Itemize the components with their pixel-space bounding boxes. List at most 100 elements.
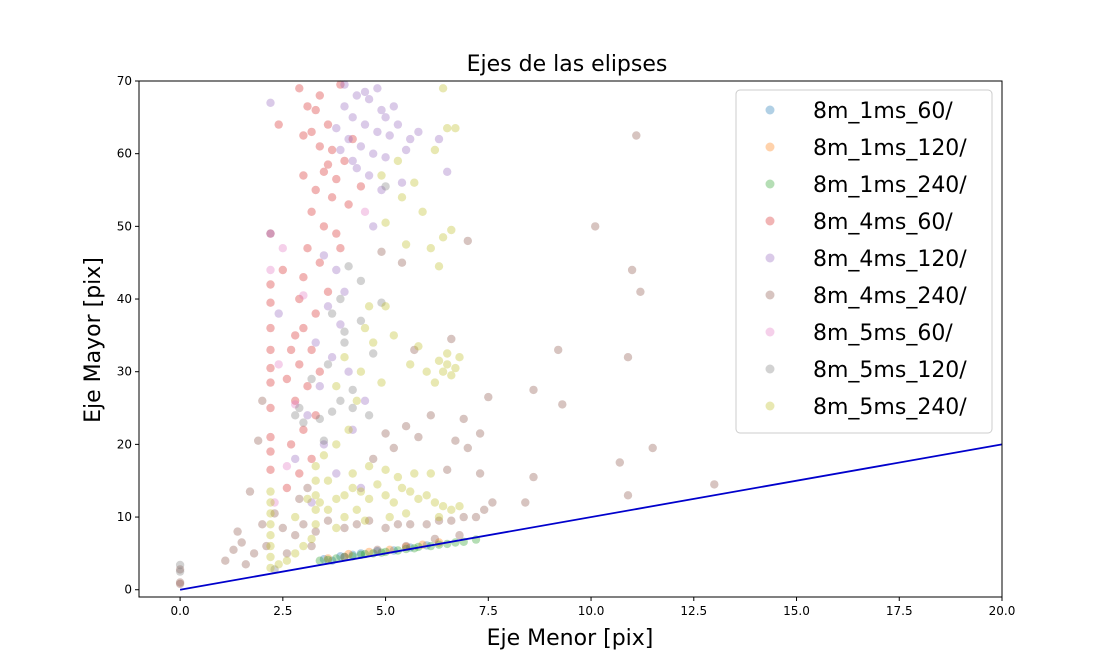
data-point bbox=[319, 222, 329, 231]
y-tick-label: 60 bbox=[117, 147, 132, 161]
data-point bbox=[311, 185, 320, 195]
data-point bbox=[369, 149, 378, 158]
data-point bbox=[245, 487, 255, 496]
data-point bbox=[447, 505, 456, 514]
data-point bbox=[311, 520, 320, 529]
data-point bbox=[307, 345, 316, 355]
data-point bbox=[299, 425, 308, 434]
data-point bbox=[381, 465, 390, 474]
data-point bbox=[401, 422, 411, 431]
data-point bbox=[348, 156, 357, 166]
x-tick-label: 17.5 bbox=[886, 604, 913, 618]
data-point bbox=[266, 280, 275, 289]
data-point bbox=[270, 498, 279, 507]
data-point bbox=[364, 95, 374, 104]
data-point bbox=[336, 396, 345, 405]
data-point bbox=[344, 262, 353, 271]
data-point bbox=[364, 547, 374, 557]
data-point bbox=[340, 512, 349, 522]
data-point bbox=[356, 483, 366, 493]
legend-label: 8m_5ms_60/ bbox=[813, 321, 953, 346]
data-point bbox=[373, 480, 382, 489]
data-point bbox=[377, 105, 386, 115]
data-point bbox=[303, 483, 312, 493]
data-point bbox=[480, 505, 489, 514]
data-point bbox=[307, 541, 316, 551]
data-point bbox=[348, 425, 357, 434]
x-tick-label: 0.0 bbox=[171, 604, 190, 618]
legend-marker bbox=[765, 401, 775, 411]
data-point bbox=[377, 378, 386, 387]
data-point bbox=[475, 429, 485, 438]
data-point bbox=[315, 414, 324, 424]
chart-title: Ejes de las elipses bbox=[467, 52, 668, 77]
data-point bbox=[352, 164, 361, 173]
data-point bbox=[434, 134, 444, 144]
data-point bbox=[311, 105, 320, 115]
data-point bbox=[258, 520, 267, 529]
data-point bbox=[266, 447, 275, 456]
data-point bbox=[521, 498, 530, 507]
data-point bbox=[319, 251, 329, 260]
data-point bbox=[352, 91, 361, 100]
data-point bbox=[282, 556, 292, 565]
data-point bbox=[266, 432, 275, 442]
data-point bbox=[340, 156, 349, 166]
data-point bbox=[364, 494, 374, 504]
legend-items: 8m_1ms_60/8m_1ms_120/8m_1ms_240/8m_4ms_6… bbox=[765, 99, 967, 420]
data-point bbox=[360, 396, 370, 405]
legend-label: 8m_5ms_240/ bbox=[813, 395, 967, 420]
data-point bbox=[381, 182, 390, 191]
data-point bbox=[430, 498, 440, 507]
data-point bbox=[311, 462, 320, 471]
legend-label: 8m_4ms_240/ bbox=[813, 284, 967, 309]
data-point bbox=[438, 233, 448, 242]
data-point bbox=[299, 323, 308, 333]
data-point bbox=[627, 265, 637, 275]
data-point bbox=[274, 560, 283, 569]
data-point bbox=[344, 425, 353, 434]
x-tick-label: 10.0 bbox=[578, 604, 605, 618]
data-point bbox=[291, 549, 300, 558]
data-point bbox=[266, 487, 275, 496]
data-point bbox=[356, 549, 366, 558]
data-point bbox=[291, 400, 300, 409]
data-point bbox=[266, 363, 275, 373]
data-point bbox=[307, 207, 316, 216]
data-point bbox=[323, 287, 333, 296]
data-point bbox=[710, 480, 719, 489]
data-point bbox=[266, 498, 275, 507]
data-point bbox=[311, 411, 320, 420]
data-point bbox=[369, 222, 378, 231]
data-point bbox=[447, 334, 456, 344]
data-point bbox=[282, 374, 292, 384]
data-point bbox=[348, 113, 357, 122]
data-point bbox=[377, 185, 386, 195]
data-point bbox=[352, 396, 361, 405]
data-point bbox=[385, 131, 394, 140]
data-point bbox=[327, 193, 337, 202]
data-point bbox=[323, 160, 333, 169]
legend-label: 8m_4ms_60/ bbox=[813, 210, 953, 235]
data-point bbox=[299, 520, 308, 529]
data-point bbox=[241, 560, 250, 569]
data-point bbox=[340, 287, 349, 296]
data-point bbox=[319, 451, 329, 460]
data-point bbox=[303, 494, 312, 504]
data-point bbox=[397, 258, 407, 267]
data-point bbox=[414, 342, 423, 351]
data-point bbox=[323, 476, 333, 485]
data-point bbox=[364, 411, 374, 420]
data-point bbox=[393, 120, 403, 129]
data-point bbox=[278, 265, 287, 275]
data-point bbox=[344, 134, 353, 144]
legend-box bbox=[735, 89, 993, 434]
data-point bbox=[356, 276, 366, 286]
data-point bbox=[299, 131, 308, 140]
data-point bbox=[488, 498, 497, 507]
data-point bbox=[295, 84, 304, 93]
data-point bbox=[295, 469, 304, 478]
data-point bbox=[282, 483, 292, 493]
data-point bbox=[291, 531, 300, 540]
data-point bbox=[356, 142, 366, 151]
